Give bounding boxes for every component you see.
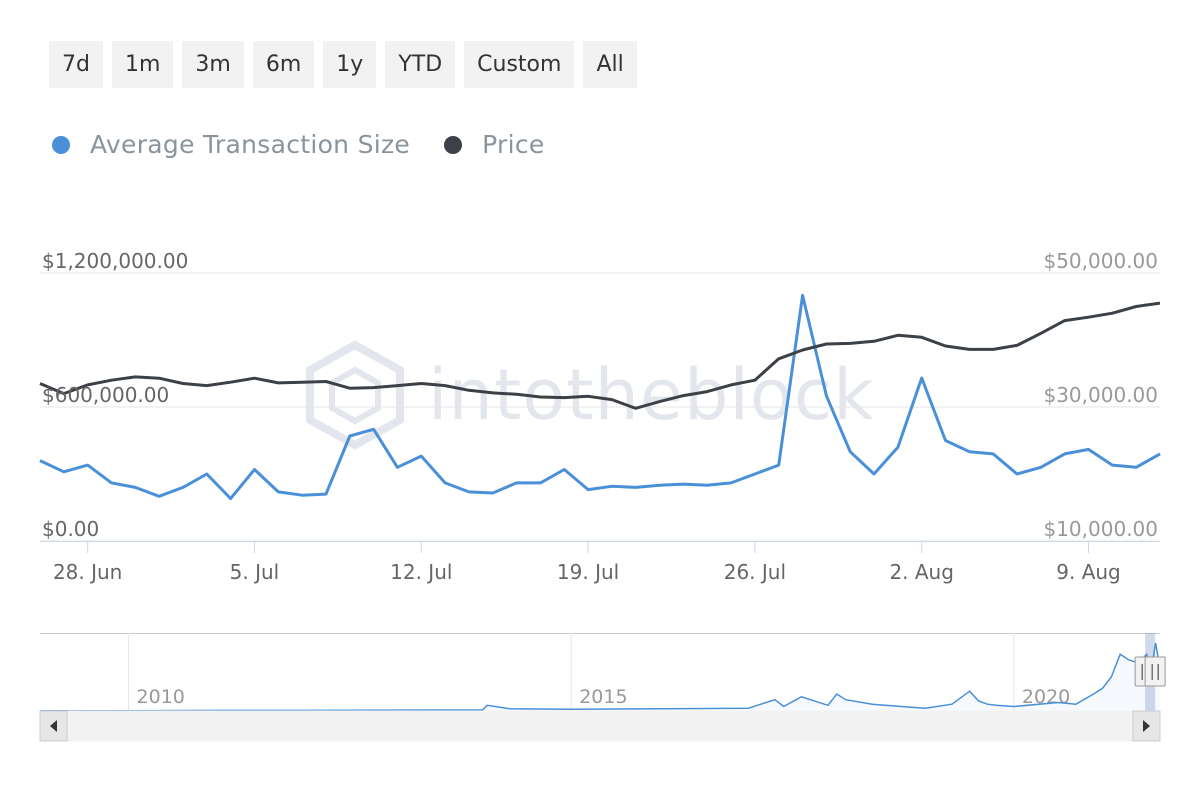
range-button-1y[interactable]: 1y [323,41,377,88]
navigator-layer: 2010 2015 2020 [39,633,1166,742]
range-selector: 7d 1m 3m 6m 1y YTD Custom All [49,41,637,88]
x-tick-label: 26. Jul [724,560,786,584]
legend-label: Price [482,130,545,159]
chart-legend: Average Transaction Size Price [52,130,579,159]
navigator-background [40,633,1160,711]
scroll-right-arrow-icon[interactable] [1132,710,1161,742]
x-tick-label: 9. Aug [1056,560,1121,584]
x-tick-label: 2. Aug [889,560,954,584]
legend-marker-average-transaction-size [52,135,70,154]
y-left-tick-label: $600,000.00 [42,383,169,407]
y-right-tick-label: $50,000.00 [1043,249,1158,273]
legend-item-price[interactable]: Price [444,130,545,159]
x-tick-label: 12. Jul [390,560,452,584]
scrollbar-track[interactable] [39,710,1161,742]
range-button-7d[interactable]: 7d [49,41,103,88]
y-left-tick-label: $1,200,000.00 [42,249,188,273]
scroll-left-arrow-icon[interactable] [39,710,68,742]
axis-layer: $0.00 $600,000.00 $1,200,000.00 $10,000.00 $… [40,249,1160,584]
range-button-all[interactable]: All [583,41,637,88]
y-right-tick-label: $30,000.00 [1043,383,1158,407]
navigator-series-line [39,642,1161,712]
x-tick-label: 5. Jul [230,560,280,584]
range-button-6m[interactable]: 6m [252,41,315,88]
range-button-ytd[interactable]: YTD [385,41,456,88]
scrollbar[interactable] [39,710,1161,742]
series-layer [39,293,1161,501]
range-button-1m[interactable]: 1m [111,41,174,88]
x-tick-label: 19. Jul [557,560,619,584]
x-tick-label: 28. Jun [53,560,122,584]
main-chart: $0.00 $600,000.00 $1,200,000.00 $10,000.00 $… [39,249,1161,584]
range-button-custom[interactable]: Custom [464,41,575,88]
navigator-right-handle[interactable] [1144,656,1166,687]
navigator-area [40,643,1160,711]
y-right-tick-label: $10,000.00 [1043,517,1158,541]
average-transaction-size-series-line [39,293,1161,501]
legend-label: Average Transaction Size [90,130,411,159]
price-series-line [39,301,1161,410]
legend-item-average-transaction-size[interactable]: Average Transaction Size [52,130,410,159]
y-left-tick-label: $0.00 [42,517,99,541]
navigator-year-label: 2015 [579,686,627,708]
navigator-year-label: 2010 [137,686,185,708]
range-button-3m[interactable]: 3m [182,41,244,88]
legend-marker-price [444,135,463,154]
